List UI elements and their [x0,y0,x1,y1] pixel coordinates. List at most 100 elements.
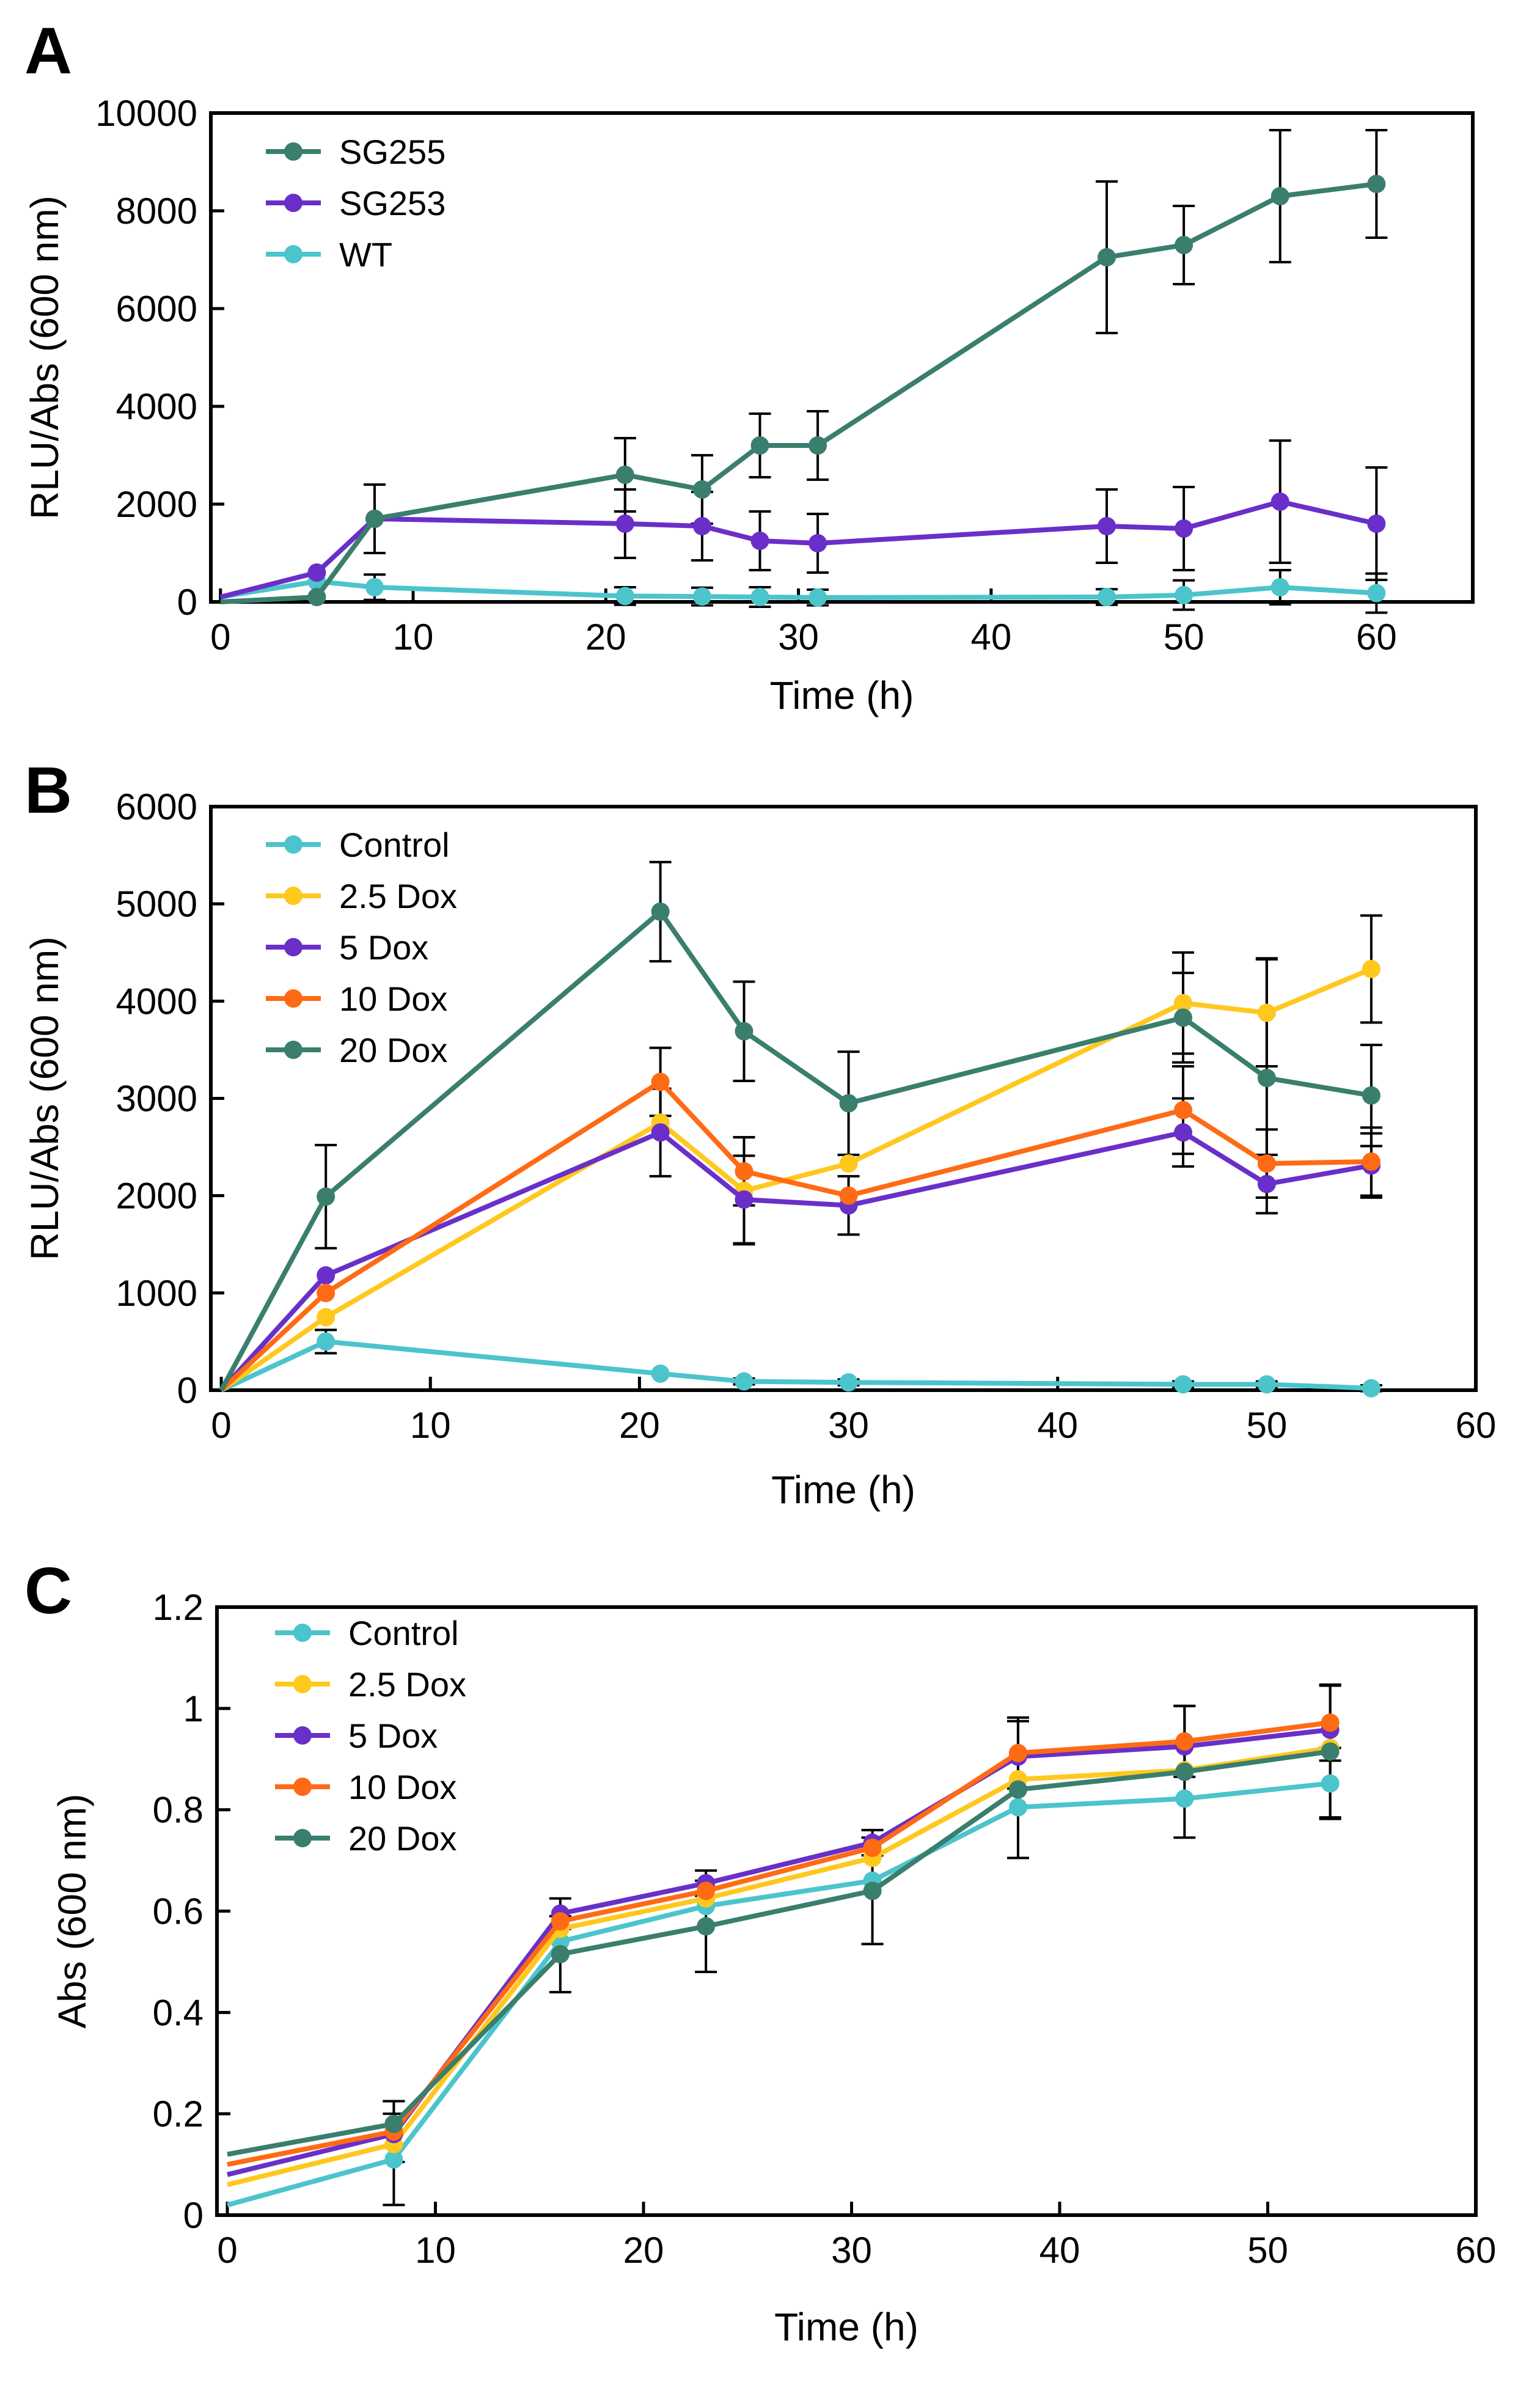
legend-marker-wt [284,245,302,263]
data-point-10-dox [551,1912,570,1931]
data-point-sg255 [615,466,634,484]
data-point-10-dox [1175,1732,1194,1751]
data-point-20-dox [1257,1069,1276,1088]
x-tick-label-c: 0 [217,2230,237,2271]
data-point-control [839,1373,858,1392]
legend-label-sg253: SG253 [339,184,446,222]
x-tick-label-b: 10 [410,1405,451,1446]
data-point-5-dox [317,1266,336,1285]
x-tick-label-b: 50 [1246,1405,1287,1446]
data-point-10-dox [1008,1743,1027,1762]
legend-marker-5-dox [293,1726,312,1745]
chart-panel-a: 0 10 20 30 40 50 60 0 2000 4000 6000 8000 10000 Time … [23,93,1475,717]
x-tick-label-a: 20 [585,617,626,658]
data-point-5-dox [735,1190,754,1209]
data-point-2-5-dox [1362,959,1380,978]
legend-marker-2-5-dox [284,887,302,905]
data-point-control [1173,1375,1192,1394]
legend-label-5-dox: 5 Dox [339,928,428,967]
data-point-2-5-dox [1173,994,1192,1013]
panel-letter-a: A [24,13,72,87]
series-line-20-dox [227,1749,1331,2157]
legend-label-10-dox: 10 Dox [339,980,447,1018]
data-point-control [1175,1789,1194,1808]
chart-panel-b: 0 10 20 30 40 50 60 0 1000 2000 3000 4000 5000 6000 Ti… [23,786,1496,1512]
y-tick-label-b: 4000 [116,981,197,1022]
data-point-control [735,1372,754,1391]
y-tick-label-c: 0.6 [153,1891,204,1932]
data-point-control [1362,1379,1380,1398]
x-tick-label-a: 60 [1356,617,1397,658]
x-axis-title-c: Time (h) [774,2305,919,2349]
data-point-10-dox [863,1838,882,1857]
y-tick-label-b: 2000 [116,1176,197,1217]
series-line-sg255 [220,181,1377,604]
data-point-2-5-dox [317,1308,336,1327]
x-axis-title-a: Time (h) [770,673,914,717]
data-point-wt [1270,578,1289,596]
x-tick-label-b: 20 [619,1405,660,1446]
y-axis-title-a: RLU/Abs (600 nm) [23,196,67,519]
series-line-5-dox [219,1130,1372,1392]
series-line-2-5-dox [219,967,1373,1393]
legend-marker-10-dox [293,1778,312,1796]
data-point-wt [1097,588,1116,606]
data-point-20-dox [384,2114,403,2133]
data-point-5-dox [1173,1123,1192,1142]
y-tick-label-c: 0.4 [153,1992,204,2033]
data-point-10-dox [697,1881,716,1900]
x-tick-label-c: 20 [623,2230,664,2271]
data-point-20-dox [1321,1742,1340,1761]
legend-label-control: Control [348,1614,459,1652]
data-point-20-dox [839,1094,858,1113]
data-point-wt [365,578,384,596]
data-point-20-dox [551,1944,570,1963]
y-tick-label-a: 4000 [116,386,197,427]
data-point-20-dox [735,1022,754,1041]
data-point-control [1321,1774,1340,1793]
series-line-10-dox [219,1079,1371,1392]
x-tick-label-a: 10 [393,617,434,658]
data-point-sg253 [809,534,827,552]
legend-marker-20-dox [293,1829,312,1847]
x-tick-label-c: 40 [1040,2230,1080,2271]
data-point-wt [1367,584,1386,603]
y-tick-label-c: 1.2 [153,1587,204,1628]
data-point-control [317,1332,336,1351]
legend-label-sg255: SG255 [339,133,446,171]
data-point-sg253 [750,532,769,550]
data-point-control [1008,1798,1027,1817]
data-point-sg253 [307,563,326,582]
data-point-20-dox [317,1187,336,1206]
y-tick-label-b: 3000 [116,1079,197,1119]
data-point-2-5-dox [1257,1003,1276,1022]
legend-label-20-dox: 20 Dox [348,1819,457,1858]
data-point-wt [615,587,634,606]
x-tick-label-a: 0 [210,617,230,658]
y-axis-title-b: RLU/Abs (600 nm) [23,937,67,1261]
data-point-sg255 [365,510,384,528]
data-point-10-dox [1257,1154,1276,1173]
legend-marker-sg253 [284,194,302,212]
x-tick-label-b: 0 [211,1405,231,1446]
legend-label-5-dox: 5 Dox [348,1716,438,1755]
x-axis-title-b: Time (h) [771,1468,915,1512]
legend-label-10-dox: 10 Dox [348,1768,457,1806]
data-point-10-dox [1173,1101,1192,1119]
data-point-20-dox [1173,1008,1192,1027]
y-tick-label-a: 8000 [116,191,197,232]
data-point-sg253 [692,517,711,535]
data-point-wt [809,588,827,607]
x-tick-label-c: 60 [1456,2230,1497,2271]
data-point-sg255 [307,588,326,606]
legend-label-2-5-dox: 2.5 Dox [339,877,457,915]
y-tick-label-b: 6000 [116,786,197,827]
data-point-20-dox [1175,1762,1194,1781]
data-point-20-dox [651,902,670,921]
data-point-sg253 [1097,517,1116,535]
data-point-sg255 [1367,175,1386,193]
legend-marker-20-dox [284,1041,302,1059]
x-tick-label-a: 40 [970,617,1011,658]
data-point-sg255 [750,436,769,455]
data-point-2-5-dox [839,1154,858,1173]
